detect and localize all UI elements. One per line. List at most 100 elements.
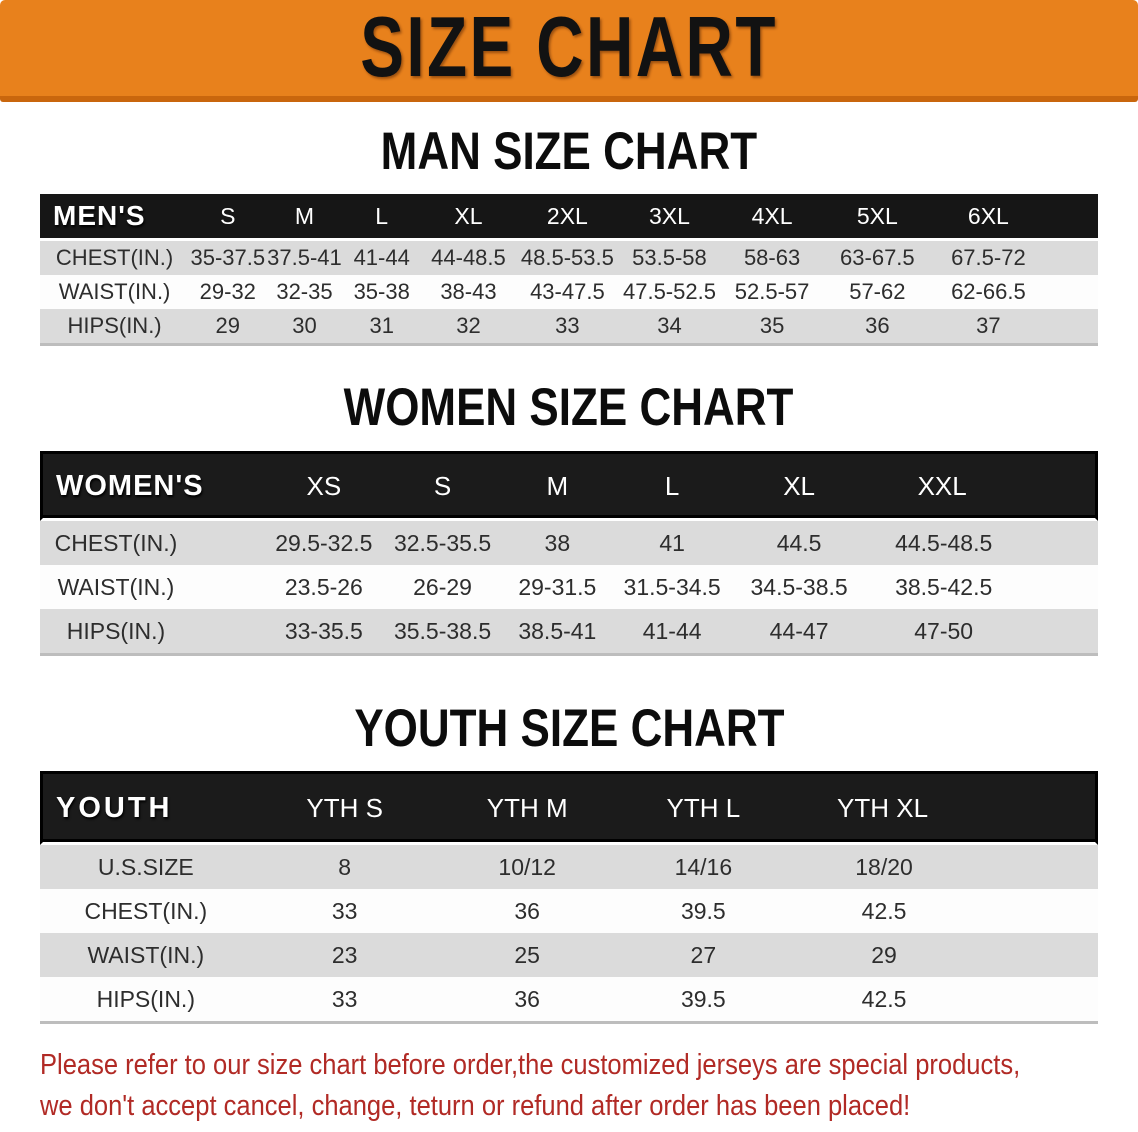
size-value-cell: 35.5-38.5 (383, 609, 502, 653)
row-label: CHEST(IN.) (40, 521, 220, 565)
size-column-header: M (266, 194, 343, 241)
size-value-cell: 10/12 (437, 845, 617, 889)
size-value-cell: 29.5-32.5 (219, 521, 384, 565)
men-corner-label: MEN'S (40, 194, 190, 241)
size-value-cell: 32-35 (266, 275, 343, 309)
women-size-chart-title: WOMEN SIZE CHART (0, 377, 1138, 437)
size-value-cell: 29-31.5 (501, 565, 614, 609)
row-label: CHEST(IN.) (40, 889, 252, 933)
row-label: CHEST(IN.) (40, 241, 190, 275)
size-value-cell: 63-67.5 (823, 241, 931, 275)
size-value-cell: 37.5-41 (266, 241, 343, 275)
size-column-header: YTH S (251, 771, 438, 845)
size-column-header: 3XL (618, 194, 721, 241)
size-value-cell: 30 (266, 309, 343, 343)
women-size-chart-title-text: WOMEN SIZE CHART (344, 377, 794, 437)
size-column-header: L (342, 194, 421, 241)
size-column-header: YTH M (437, 771, 617, 845)
size-value-cell: 53.5-58 (618, 241, 721, 275)
measurement-row: CHEST(IN.) 33 36 39.5 42.5 (40, 889, 1098, 933)
size-value-cell: 32 (420, 309, 517, 343)
row-label: U.S.SIZE (40, 845, 252, 889)
size-value-cell: 33 (516, 309, 619, 343)
measurement-row: U.S.SIZE 8 10/12 14/16 18/20 (40, 845, 1098, 889)
size-column-header: M (501, 451, 614, 521)
size-value-cell: 67.5-72 (930, 241, 1098, 275)
row-label: HIPS(IN.) (40, 309, 190, 343)
youth-corner-label: YOUTH (40, 771, 252, 845)
size-value-cell: 29 (790, 933, 1098, 977)
youth-size-chart-title: YOUTH SIZE CHART (0, 698, 1138, 758)
size-column-header: S (189, 194, 267, 241)
size-value-cell: 35 (720, 309, 824, 343)
size-value-cell: 42.5 (790, 889, 1098, 933)
section-women: WOMEN SIZE CHART WOMEN'S XS S M L XL XXL CHEST(… (0, 377, 1138, 656)
size-value-cell: 39.5 (616, 889, 791, 933)
size-value-cell: 36 (823, 309, 931, 343)
size-value-cell: 58-63 (720, 241, 824, 275)
measurement-row: WAIST(IN.) 29-32 32-35 35-38 38-43 43-47.5 47.… (40, 275, 1098, 309)
row-label: WAIST(IN.) (40, 275, 190, 309)
size-value-cell: 29 (189, 309, 267, 343)
size-column-header: XS (219, 451, 384, 521)
size-value-cell: 14/16 (616, 845, 791, 889)
size-value-cell: 27 (616, 933, 791, 977)
size-value-cell: 29-32 (189, 275, 267, 309)
women-size-table: WOMEN'S XS S M L XL XXL CHEST(IN.) 29.5-32.5 32.5… (40, 451, 1098, 656)
row-label: HIPS(IN.) (40, 977, 252, 1021)
row-label: WAIST(IN.) (40, 933, 252, 977)
size-value-cell: 26-29 (383, 565, 502, 609)
measurement-row: HIPS(IN.) 33-35.5 35.5-38.5 38.5-41 41-44 44-… (40, 609, 1098, 653)
size-value-cell: 33 (251, 889, 438, 933)
size-value-cell: 44-47 (730, 609, 868, 653)
size-value-cell: 62-66.5 (930, 275, 1098, 309)
measurement-row: WAIST(IN.) 23 25 27 29 (40, 933, 1098, 977)
size-value-cell: 43-47.5 (516, 275, 619, 309)
measurement-row: CHEST(IN.) 35-37.5 37.5-41 41-44 44-48.5 48.5… (40, 241, 1098, 275)
size-column-header: 4XL (720, 194, 824, 241)
youth-table-header-row: YOUTH YTH S YTH M YTH L YTH XL (40, 771, 1098, 845)
size-value-cell: 34 (618, 309, 721, 343)
size-value-cell: 23.5-26 (219, 565, 384, 609)
size-value-cell: 52.5-57 (720, 275, 824, 309)
size-column-header: XL (420, 194, 517, 241)
size-value-cell: 33-35.5 (219, 609, 384, 653)
youth-size-chart-title-text: YOUTH SIZE CHART (353, 698, 785, 758)
size-value-cell: 36 (437, 977, 617, 1021)
size-value-cell: 32.5-35.5 (383, 521, 502, 565)
size-value-cell: 38.5-42.5 (867, 565, 1098, 609)
size-value-cell: 36 (437, 889, 617, 933)
row-label: HIPS(IN.) (40, 609, 220, 653)
size-value-cell: 33 (251, 977, 438, 1021)
men-table-header-row: MEN'S S M L XL 2XL 3XL 4XL 5XL 6XL (40, 194, 1098, 241)
size-value-cell: 47-50 (867, 609, 1098, 653)
size-value-cell: 38 (501, 521, 614, 565)
size-value-cell: 42.5 (790, 977, 1098, 1021)
size-value-cell: 38-43 (420, 275, 517, 309)
size-value-cell: 47.5-52.5 (618, 275, 721, 309)
man-size-chart-title-text: MAN SIZE CHART (380, 121, 758, 181)
size-column-header: 2XL (516, 194, 619, 241)
size-value-cell: 25 (437, 933, 617, 977)
section-youth: YOUTH SIZE CHART YOUTH YTH S YTH M YTH L YTH… (0, 698, 1138, 1024)
men-size-table: MEN'S S M L XL 2XL 3XL 4XL 5XL 6XL CHEST(IN.) 35-37… (40, 194, 1098, 346)
size-value-cell: 31 (342, 309, 421, 343)
size-value-cell: 39.5 (616, 977, 791, 1021)
size-column-header: 6XL (930, 194, 1098, 241)
size-value-cell: 37 (930, 309, 1098, 343)
youth-size-table: YOUTH YTH S YTH M YTH L YTH XL U.S.SIZE 8 10/12… (40, 771, 1098, 1024)
women-corner-label: WOMEN'S (40, 451, 220, 521)
size-value-cell: 31.5-34.5 (613, 565, 731, 609)
size-column-header: YTH XL (790, 771, 1098, 845)
measurement-row: HIPS(IN.) 29 30 31 32 33 34 35 36 37 (40, 309, 1098, 343)
size-chart-banner: SIZE CHART (0, 0, 1138, 102)
size-value-cell: 41 (613, 521, 731, 565)
size-column-header: YTH L (616, 771, 791, 845)
size-column-header: XL (730, 451, 868, 521)
banner-title: SIZE CHART (360, 0, 778, 95)
section-men: MAN SIZE CHART MEN'S S M L XL 2XL 3XL 4XL 5XL 6XL… (0, 121, 1138, 346)
man-size-chart-title: MAN SIZE CHART (0, 121, 1138, 181)
disclaimer-text: Please refer to our size chart before or… (40, 1045, 1138, 1127)
measurement-row: HIPS(IN.) 33 36 39.5 42.5 (40, 977, 1098, 1021)
size-value-cell: 35-37.5 (189, 241, 267, 275)
